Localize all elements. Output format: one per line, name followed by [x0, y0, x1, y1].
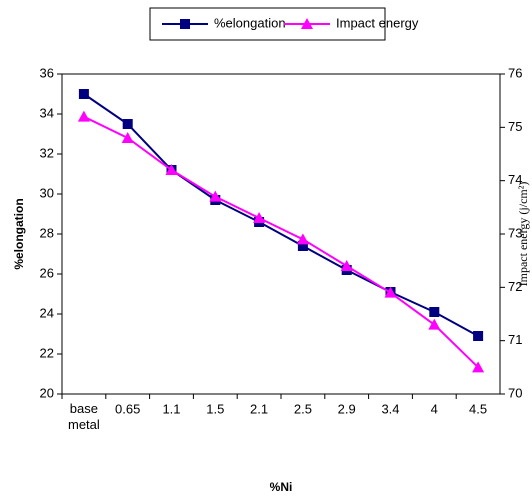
data-point [296, 233, 309, 245]
y-tick-label: 32 [40, 145, 54, 160]
y-tick-label: 24 [40, 305, 54, 320]
x-tick-label: 4.5 [469, 401, 487, 416]
y2-tick-label: 74 [508, 172, 522, 187]
data-point [253, 212, 266, 223]
y-tick-label: 28 [40, 225, 54, 240]
x-tick-label: 4 [431, 401, 438, 416]
data-point [473, 331, 484, 341]
x-tick-label: 2.9 [338, 401, 356, 416]
x-tick-label: 0.65 [115, 401, 140, 416]
y-tick-label: 36 [40, 65, 54, 80]
x-tick-label: 2.5 [294, 401, 312, 416]
legend-marker [180, 19, 190, 29]
y2-tick-label: 72 [508, 279, 522, 294]
legend-marker [301, 18, 313, 29]
legend-label: %elongation [214, 15, 286, 30]
x-tick-label: 2.1 [250, 401, 268, 416]
data-point [429, 307, 440, 317]
y-axis-title: %elongation [12, 198, 26, 269]
data-point [78, 89, 89, 99]
data-point [472, 361, 485, 373]
data-point [209, 190, 222, 202]
y2-tick-label: 76 [508, 65, 522, 80]
data-point [340, 260, 353, 271]
legend-label: Impact energy [336, 15, 419, 30]
y-tick-label: 20 [40, 385, 54, 400]
series-line [83, 93, 479, 337]
x-tick-label: 1.1 [162, 401, 180, 416]
data-point [384, 286, 397, 298]
series-line [83, 115, 479, 369]
x-tick-label: base metal [68, 401, 100, 432]
y-tick-label: 22 [40, 345, 54, 360]
y2-axis-title: Impact energy (j/cm²) [516, 182, 530, 287]
y2-tick-label: 75 [508, 119, 522, 134]
data-point [121, 132, 134, 143]
y-tick-label: 26 [40, 265, 54, 280]
data-point [122, 119, 133, 129]
y-tick-label: 34 [40, 105, 54, 120]
x-axis-title: %Ni [270, 480, 293, 494]
y-tick-label: 30 [40, 185, 54, 200]
x-tick-label: 3.4 [381, 401, 399, 416]
x-tick-label: 1.5 [206, 401, 224, 416]
data-point [77, 110, 90, 122]
y2-tick-label: 71 [508, 332, 522, 347]
data-point [428, 318, 441, 330]
data-point [297, 241, 308, 251]
data-point [165, 164, 178, 175]
y2-tick-label: 73 [508, 225, 522, 240]
y2-tick-label: 70 [508, 385, 522, 400]
